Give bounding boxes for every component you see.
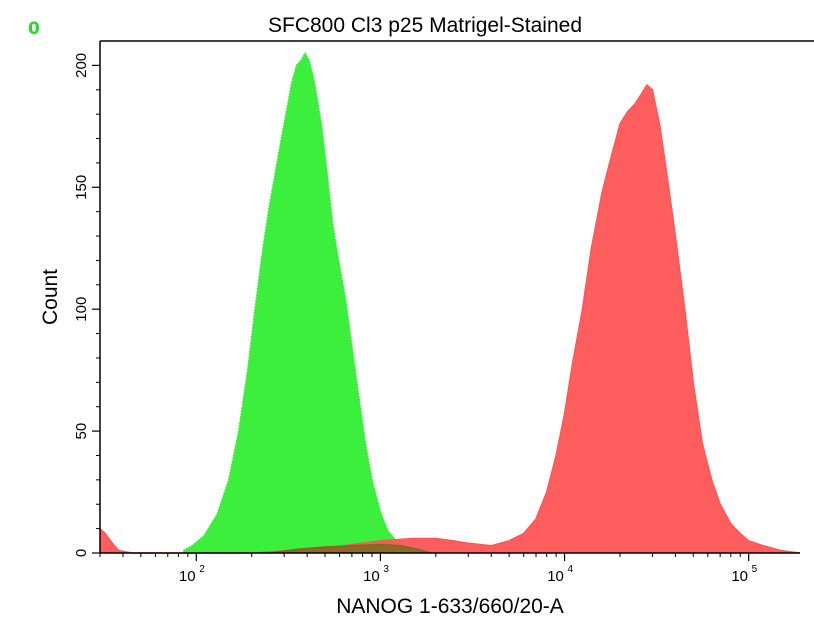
x-axis-label: NANOG 1-633/660/20-A (336, 595, 564, 618)
x-tick-exponent-1: 3 (383, 564, 389, 575)
series-0-line (182, 51, 419, 554)
chart-title: SFC800 Cl3 p25 Matrigel-Stained (268, 14, 582, 37)
series-2-area (269, 544, 432, 553)
x-ticks: 10 2 10 3 10 4 10 5 (99, 553, 758, 585)
y-tick-label-2: 100 (73, 297, 90, 322)
y-tick-label-1: 50 (73, 423, 90, 440)
series-2-line (269, 543, 432, 554)
x-tick-label-1: 10 (363, 568, 380, 585)
y-tick-label-3: 150 (73, 175, 90, 200)
x-tick-label-2: 10 (547, 568, 564, 585)
x-tick-exponent-2: 4 (568, 564, 574, 575)
y-tick-label-0: 0 (73, 549, 90, 557)
panel-letter: 0 (28, 19, 40, 39)
x-tick-label-0: 10 (179, 568, 196, 585)
y-axis-label: Count (39, 269, 62, 325)
series-0-area (183, 53, 418, 553)
x-tick-label-3: 10 (731, 568, 748, 585)
y-tick-label-4: 200 (73, 53, 90, 78)
x-tick-exponent-3: 5 (752, 564, 758, 575)
series-1-area (100, 84, 800, 554)
x-tick-exponent-0: 2 (199, 564, 205, 575)
plot-area (99, 51, 801, 554)
y-ticks: 0 50 100 150 200 (73, 53, 100, 557)
